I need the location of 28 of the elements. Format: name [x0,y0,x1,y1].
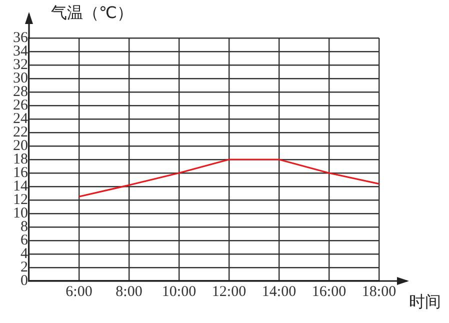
x-tick-label: 10:00 [162,284,196,300]
y-tick-label: 22 [13,124,28,140]
y-tick-label: 14 [13,178,28,194]
y-tick-label: 18 [13,151,28,168]
y-tick-label: 26 [13,97,28,114]
y-tick-label: 8 [20,218,28,235]
y-tick-label: 2 [20,259,28,276]
x-tick-label: 6:00 [66,284,92,300]
x-axis-title: 时间 [409,291,441,313]
y-tick-label: 28 [13,84,28,100]
x-tick-label: 8:00 [116,284,142,300]
y-tick-label: 20 [13,138,28,154]
x-tick-label: 14:00 [262,284,296,300]
y-tick-label: 6 [20,232,28,248]
y-tick-label: 4 [20,246,28,262]
y-tick-label: 36 [13,30,28,46]
y-tick-label: 32 [13,56,28,73]
y-tick-label: 16 [13,164,28,181]
y-tick-label: 10 [13,205,28,222]
y-tick-label: 24 [13,110,28,127]
x-tick-label: 16:00 [312,284,346,300]
y-tick-label: 12 [13,192,28,208]
y-tick-label: 34 [13,43,28,60]
y-tick-label: 0 [20,272,28,289]
y-tick-label: 30 [13,70,28,86]
y-axis-title: 气温（℃） [51,2,133,24]
x-tick-label: 18:00 [362,284,396,300]
x-tick-label: 12:00 [212,284,246,300]
